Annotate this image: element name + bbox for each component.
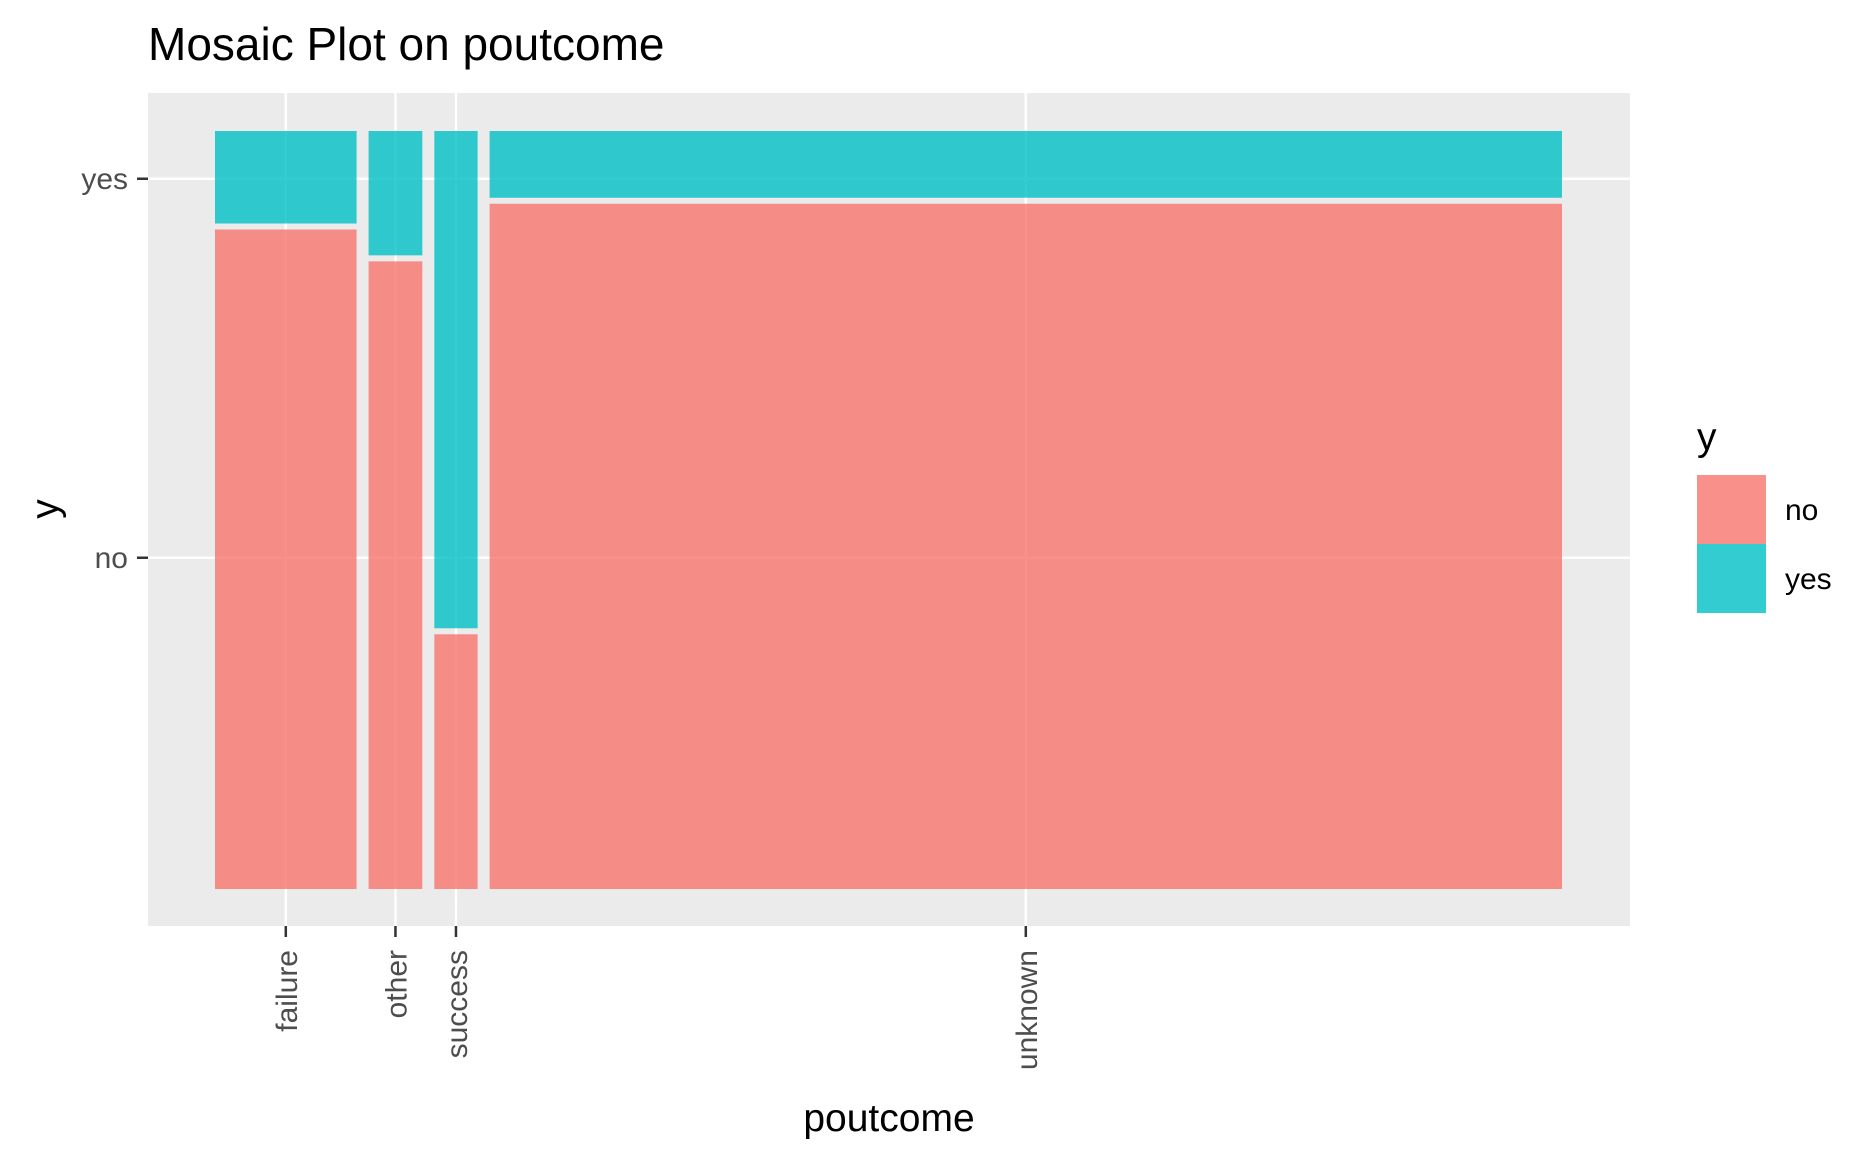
legend-label-no: no [1785,494,1818,527]
y-axis: no yes [81,163,148,575]
tile-other-yes [368,131,423,256]
x-tick-label-other: other [380,950,413,1018]
legend-key-no [1697,475,1766,544]
tile-unknown-no [489,203,1562,890]
x-tick-label-failure: failure [271,950,304,1032]
mosaic-tiles [215,131,1562,890]
x-axis: failure other success unknown [271,926,1044,1070]
tile-success-no [434,634,478,889]
tile-failure-no [215,229,357,889]
y-tick-label-no: no [95,542,128,575]
tile-success-yes [434,131,478,629]
x-tick-label-unknown: unknown [1011,950,1044,1070]
legend-label-yes: yes [1785,563,1832,596]
y-tick-label-yes: yes [81,163,128,196]
legend: y no yes [1697,416,1832,613]
x-tick-label-success: success [441,950,474,1058]
chart-title: Mosaic Plot on poutcome [148,18,665,70]
tile-failure-yes [215,131,357,224]
legend-key-yes [1697,544,1766,613]
tile-other-no [368,261,423,889]
tile-unknown-yes [489,131,1562,198]
legend-title: y [1697,416,1717,459]
x-axis-title: poutcome [803,1097,974,1140]
y-axis-title: y [24,499,67,519]
